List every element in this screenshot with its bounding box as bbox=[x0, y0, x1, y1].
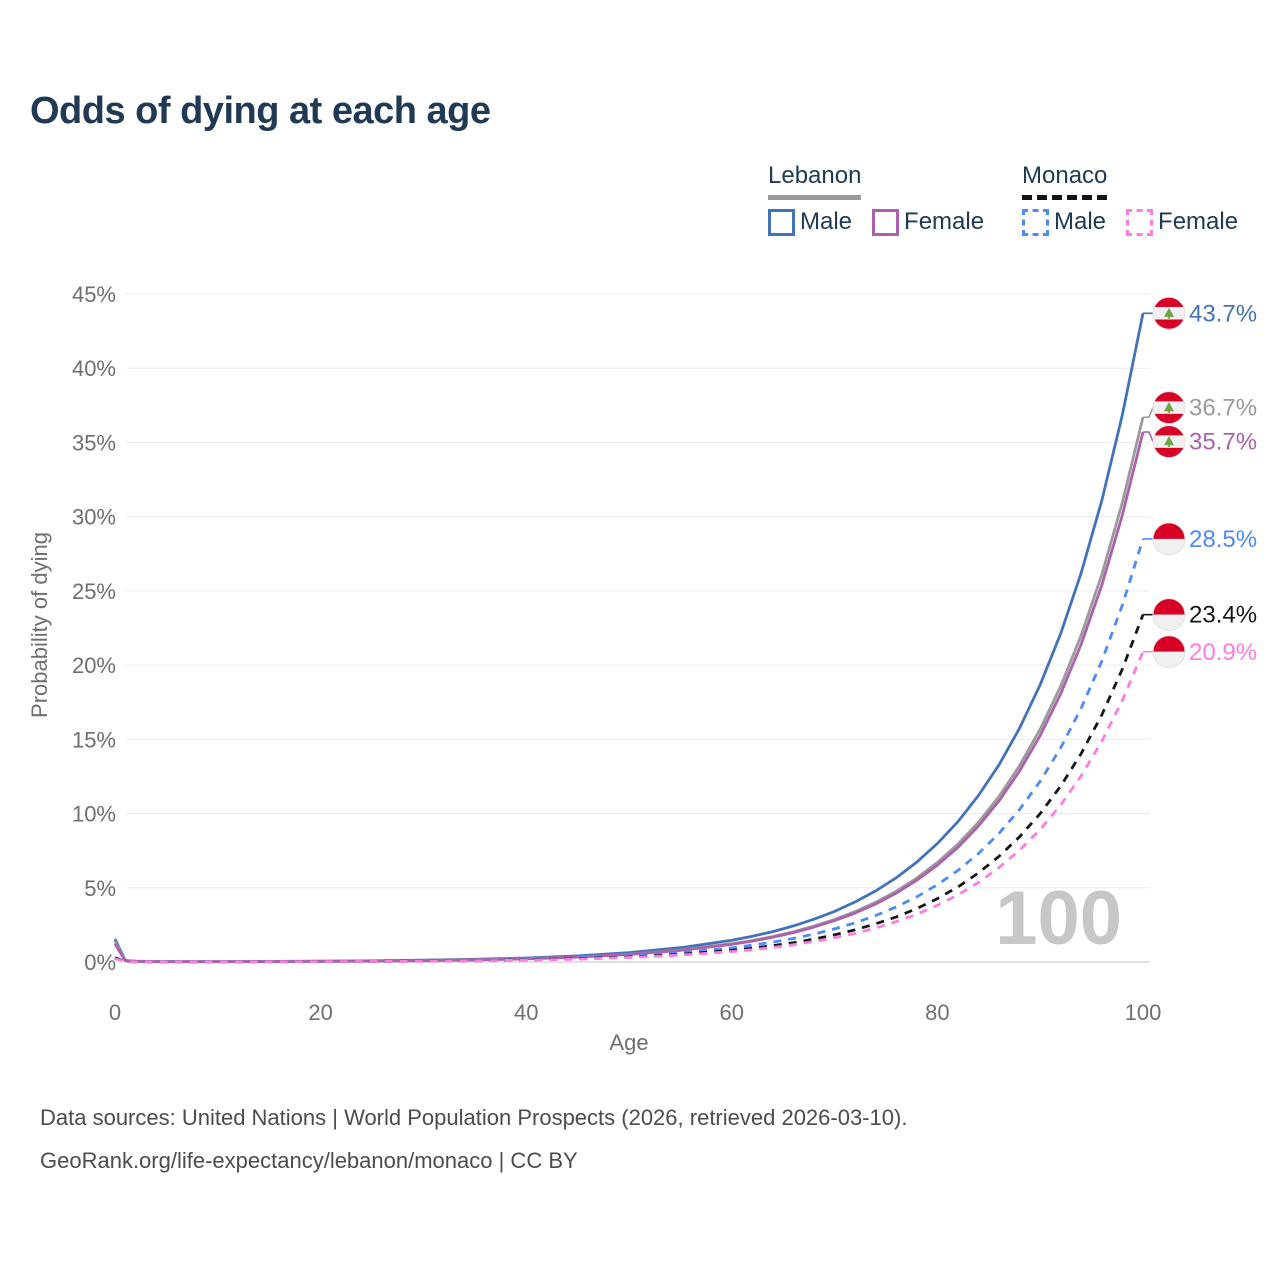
y-tick-label: 40% bbox=[72, 356, 116, 381]
monaco-female-swatch-icon bbox=[1126, 208, 1154, 236]
legend-label-lebanon-female: Female bbox=[904, 208, 985, 235]
legend-item-monaco-female[interactable]: Female bbox=[1126, 208, 1238, 236]
y-tick-label: 15% bbox=[72, 727, 116, 752]
legend-country-monaco[interactable]: Monaco bbox=[1022, 162, 1108, 200]
series-line-monaco-female[interactable] bbox=[114, 651, 1145, 964]
lebanon-flag-icon bbox=[1152, 425, 1186, 459]
legend-item-lebanon-female[interactable]: Female bbox=[872, 208, 984, 236]
x-tick-label: 100 bbox=[1125, 1000, 1162, 1025]
gridlines: 45% 40% 35% 30% 25% 20% 15% 10% 5% 0% bbox=[72, 282, 1150, 975]
monaco-flag-icon bbox=[1152, 635, 1186, 669]
legend-country-lebanon[interactable]: Lebanon bbox=[768, 162, 862, 200]
series-lines bbox=[113, 313, 1145, 964]
end-labels: 43.7% 36.7% 35.7% 28.5% 23.4% 20.9% bbox=[1143, 296, 1257, 669]
footer: Data sources: United Nations | World Pop… bbox=[40, 1096, 907, 1182]
y-tick-label: 35% bbox=[72, 430, 116, 455]
end-label-monaco-total: 23.4% bbox=[1189, 602, 1257, 629]
y-tick-label: 10% bbox=[72, 802, 116, 827]
y-tick-label: 30% bbox=[72, 505, 116, 530]
plot-area: 45% 40% 35% 30% 25% 20% 15% 10% 5% 0% 0 20 40 60 80 100… bbox=[27, 282, 1257, 1055]
x-axis-title: Age bbox=[609, 1030, 648, 1055]
legend-group-lebanon: Lebanon Male Female bbox=[768, 162, 984, 236]
y-tick-label: 25% bbox=[72, 579, 116, 604]
monaco-flag-icon bbox=[1152, 598, 1186, 632]
lebanon-flag-icon bbox=[1152, 391, 1186, 425]
footer-sources: Data sources: United Nations | World Pop… bbox=[40, 1105, 908, 1130]
x-tick-label: 60 bbox=[720, 1000, 744, 1025]
y-axis-title: Probability of dying bbox=[27, 532, 52, 718]
end-label-lebanon-male: 43.7% bbox=[1189, 300, 1257, 327]
end-label-lebanon-female: 35.7% bbox=[1189, 429, 1257, 456]
legend-label-monaco-male: Male bbox=[1054, 208, 1107, 235]
lebanon-female-swatch-icon bbox=[872, 208, 900, 236]
age-watermark: 100 bbox=[995, 876, 1122, 961]
legend-item-lebanon-male[interactable]: Male bbox=[768, 208, 852, 236]
x-tick-label: 0 bbox=[109, 1000, 121, 1025]
footer-attribution[interactable]: GeoRank.org/life-expectancy/lebanon/mona… bbox=[40, 1148, 578, 1173]
lebanon-male-swatch-icon bbox=[768, 208, 795, 236]
page-title: Odds of dying at each age bbox=[30, 90, 491, 132]
series-line-lebanon-total[interactable] bbox=[113, 416, 1145, 963]
legend: Lebanon Male Female Monaco Male Female bbox=[0, 0, 1280, 250]
y-tick-label: 5% bbox=[84, 876, 116, 901]
legend-group-monaco: Monaco Male Female bbox=[1022, 162, 1238, 236]
y-tick-label: 45% bbox=[72, 282, 116, 307]
legend-label-lebanon-male: Male bbox=[800, 208, 853, 235]
legend-row-monaco: Male Female bbox=[1022, 208, 1238, 236]
legend-row-lebanon: Male Female bbox=[768, 208, 984, 236]
monaco-flag-icon bbox=[1152, 522, 1186, 556]
legend-item-monaco-male[interactable]: Male bbox=[1022, 208, 1106, 236]
y-tick-label: 0% bbox=[84, 950, 116, 975]
monaco-male-swatch-icon bbox=[1022, 208, 1049, 236]
legend-label-monaco-female: Female bbox=[1158, 208, 1239, 235]
x-tick-label: 40 bbox=[514, 1000, 538, 1025]
end-label-monaco-male: 28.5% bbox=[1189, 526, 1257, 553]
x-tick-label: 20 bbox=[308, 1000, 332, 1025]
series-line-monaco-total[interactable] bbox=[114, 614, 1145, 964]
x-tick-label: 80 bbox=[925, 1000, 949, 1025]
y-tick-label: 20% bbox=[72, 653, 116, 678]
end-label-lebanon-total: 36.7% bbox=[1189, 395, 1257, 422]
series-line-monaco-male[interactable] bbox=[114, 538, 1145, 964]
lebanon-flag-icon bbox=[1152, 296, 1186, 330]
end-label-monaco-female: 20.9% bbox=[1189, 639, 1257, 666]
series-line-lebanon-female[interactable] bbox=[113, 431, 1145, 964]
